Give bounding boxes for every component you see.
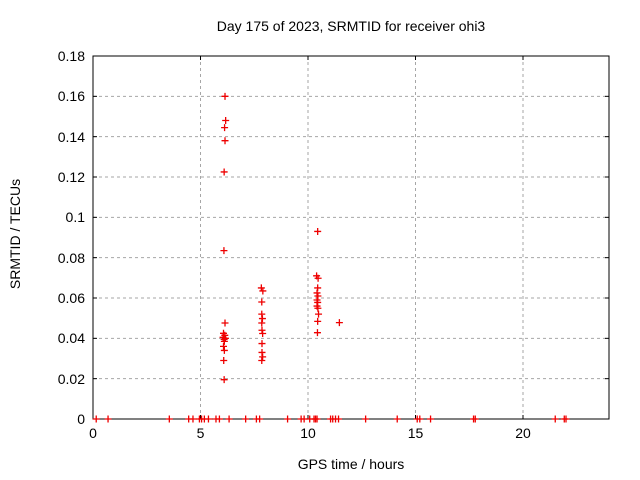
- data-point: [220, 168, 228, 176]
- data-point: [165, 415, 173, 423]
- y-axis-label: SRMTID / TECUs: [7, 178, 23, 290]
- x-tick-label: 0: [89, 425, 97, 441]
- data-point: [104, 415, 112, 423]
- data-point: [314, 317, 322, 325]
- data-point: [362, 415, 370, 423]
- data-point: [220, 346, 228, 354]
- data-point: [313, 329, 321, 337]
- data-point: [221, 334, 229, 342]
- data-point: [258, 357, 266, 365]
- data-point: [225, 415, 233, 423]
- data-point: [259, 353, 267, 361]
- x-tick-label: 15: [407, 425, 424, 441]
- data-point: [221, 137, 229, 145]
- data-point: [215, 415, 223, 423]
- data-point: [257, 284, 265, 292]
- data-point: [258, 298, 266, 306]
- data-point: [256, 415, 264, 423]
- data-point: [220, 337, 228, 345]
- x-tick-label: 20: [515, 425, 531, 441]
- x-axis-label: GPS time / hours: [297, 456, 405, 472]
- data-point: [313, 415, 321, 423]
- chart-title: Day 175 of 2023, SRMTID for receiver ohi…: [216, 18, 486, 34]
- y-tick-label: 0.06: [57, 290, 85, 306]
- data-point: [92, 415, 100, 423]
- data-point: [427, 415, 435, 423]
- data-point: [220, 357, 228, 365]
- y-tick-label: 0.04: [57, 330, 85, 347]
- data-point: [220, 342, 228, 350]
- data-point: [551, 415, 559, 423]
- y-tick-label: 0.14: [57, 128, 85, 145]
- y-tick-label: 0.1: [65, 209, 85, 226]
- data-point: [222, 117, 230, 125]
- data-point: [221, 124, 229, 132]
- data-point: [221, 92, 229, 100]
- data-point: [562, 415, 570, 423]
- data-point: [335, 415, 343, 423]
- data-point: [220, 376, 228, 384]
- y-tick-label: 0.18: [57, 48, 85, 64]
- x-tick-label: 5: [196, 425, 205, 441]
- y-tick-label: 0.12: [57, 169, 85, 185]
- data-point: [416, 415, 424, 423]
- data-point: [314, 292, 322, 300]
- data-point: [220, 247, 228, 255]
- data-point: [314, 227, 322, 235]
- data-point: [313, 289, 321, 297]
- data-point: [259, 329, 267, 337]
- y-tick-label: 0: [77, 411, 85, 427]
- data-point: [335, 319, 343, 327]
- data-point: [221, 319, 229, 327]
- data-point: [284, 415, 292, 423]
- data-point: [204, 415, 212, 423]
- data-point: [259, 287, 267, 295]
- y-tick-label: 0.16: [57, 88, 85, 105]
- y-tick-label: 0.08: [57, 249, 85, 266]
- x-tick-label: 10: [300, 425, 316, 441]
- data-point: [258, 319, 266, 327]
- data-point: [314, 274, 322, 282]
- data-point: [315, 310, 323, 318]
- data-point: [471, 415, 479, 423]
- data-point: [314, 304, 322, 312]
- y-tick-label: 0.02: [57, 370, 85, 387]
- plot-border: [92, 55, 610, 420]
- data-point: [393, 415, 401, 423]
- data-point: [258, 340, 266, 348]
- data-point: [189, 415, 197, 423]
- data-point: [242, 415, 250, 423]
